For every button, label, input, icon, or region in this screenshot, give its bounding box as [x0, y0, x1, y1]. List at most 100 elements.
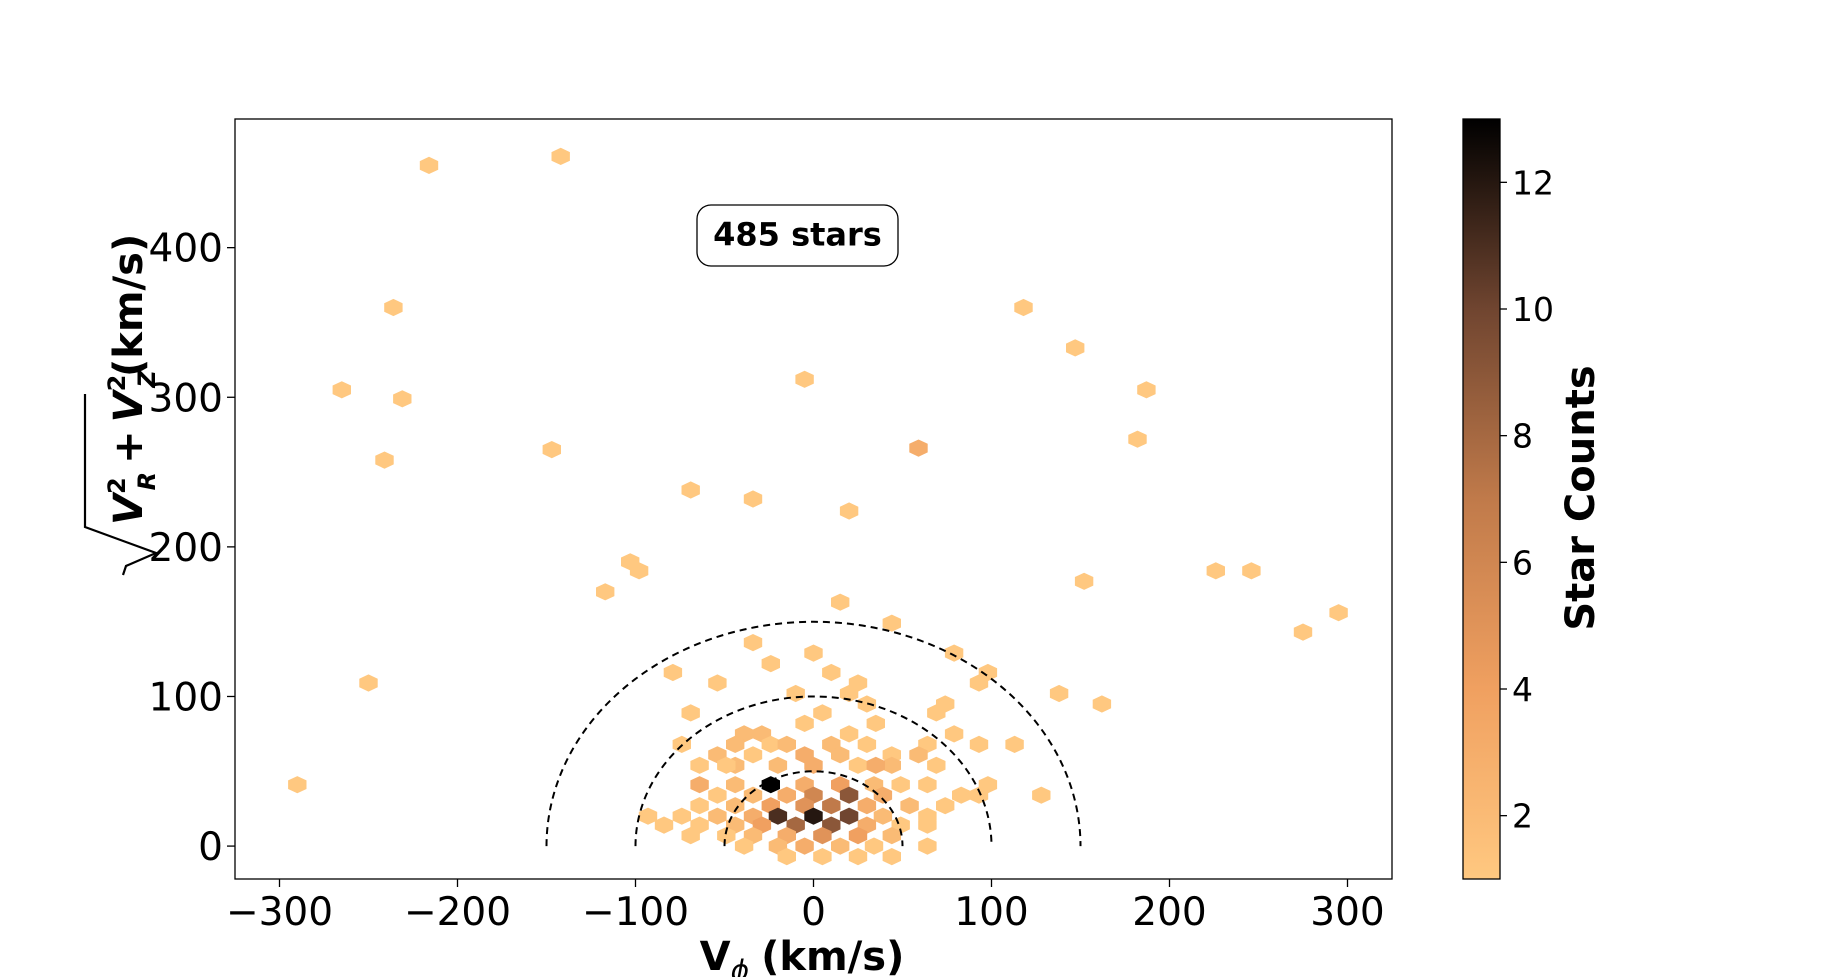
y-axis-label-vr-sub: R — [133, 472, 161, 490]
hexbin-cell — [777, 848, 796, 866]
hexbin-cell — [909, 439, 928, 457]
hexbin-cell — [969, 786, 989, 804]
hexbin-cell — [831, 593, 850, 611]
y-axis-label-vr: V — [106, 491, 152, 525]
hexbin-cell — [777, 735, 796, 753]
hexbin-cell — [927, 704, 946, 722]
hexbin-cell — [882, 756, 901, 774]
hexbin-cell — [813, 848, 832, 866]
x-tick-label: 0 — [801, 890, 826, 935]
colorbar-label: Star Counts — [1558, 365, 1604, 630]
y-axis-label-vz: V — [106, 388, 152, 422]
x-axis-label-subscript: ϕ — [731, 954, 749, 977]
hexbin-cell — [384, 298, 403, 317]
hexbin-cell — [795, 837, 814, 855]
y-axis-label-plus: + — [106, 430, 152, 464]
hexbin-cell — [795, 714, 814, 732]
hexbin-cell — [629, 562, 649, 580]
x-tick-label: 300 — [1310, 890, 1384, 935]
hexbin-cell — [909, 746, 928, 764]
hexbin-cell — [944, 725, 964, 743]
hexbin-cell — [804, 644, 823, 662]
x-tick-label: 200 — [1132, 890, 1206, 935]
hexbin-cell — [726, 797, 745, 815]
hexbin-cell — [1293, 623, 1313, 641]
hexbin-cell — [708, 674, 727, 692]
y-axis-label-sqrt-sign — [83, 394, 159, 576]
hexbin-cell — [551, 147, 570, 165]
hexbin-cell — [822, 663, 841, 682]
hexbin-cell — [848, 848, 868, 866]
hexbin-cell — [761, 735, 780, 753]
hexbin-cell — [734, 837, 754, 855]
colorbar-tick-label: 8 — [1512, 417, 1533, 456]
hexbin-cell — [419, 156, 439, 174]
annotation-text: 485 stars — [713, 216, 882, 254]
hexbin-cell — [743, 786, 763, 804]
reference-circle — [723, 770, 904, 847]
hexbin-cell — [690, 797, 709, 815]
hexbin-cell — [761, 655, 780, 673]
hexbin-cell — [857, 735, 877, 753]
hexbin-cell — [864, 837, 884, 855]
hexbin-cell — [1206, 562, 1225, 580]
hexbin-cell — [831, 837, 850, 855]
hexbin-cell — [866, 756, 885, 774]
hexbin-cell — [1242, 562, 1261, 580]
hexbin-cell — [359, 674, 378, 692]
hexbin-cell — [918, 776, 937, 794]
y-axis-label-vz-sub: Z — [133, 370, 161, 389]
hexbin-cell — [804, 756, 823, 774]
hexbin-cell — [1049, 684, 1069, 703]
x-axis-ticks: −300 −200 −100 0 100 200 300 — [226, 879, 1385, 935]
hexbin-cell — [1074, 572, 1094, 590]
hexbin-cell — [663, 663, 683, 682]
hexbin-cell — [891, 776, 910, 794]
hexbin-cell — [839, 807, 859, 825]
y-axis-label: V2R+V2Z (km/s) — [83, 234, 161, 576]
hexbin-cell — [708, 807, 727, 825]
hexbin-cell — [866, 714, 885, 732]
hexbin-cell — [918, 837, 937, 855]
hexbin-cell — [882, 614, 901, 632]
reference-circle — [545, 620, 1082, 847]
hexbin-cell — [638, 807, 658, 825]
hexbin-cell — [857, 797, 877, 815]
hexbin-cell — [882, 827, 901, 845]
hexbin-cell — [690, 756, 709, 774]
y-axis-label-unit: (km/s) — [106, 234, 152, 377]
hexbin-cell — [743, 490, 763, 508]
y-tick-label: 300 — [149, 376, 223, 421]
hexbin-cell — [848, 827, 868, 845]
hexbin-cell — [900, 797, 919, 815]
hexbin-cell — [375, 451, 394, 469]
hexbin-cell — [831, 746, 850, 764]
hexbin-cell — [813, 827, 832, 845]
hexbin-cell — [969, 674, 989, 692]
y-axis-ticks: 0 100 200 300 400 — [149, 227, 235, 870]
colorbar-gradient — [1462, 118, 1501, 880]
colorbar-tick-label: 10 — [1512, 290, 1554, 329]
hexbin-cell — [839, 502, 859, 520]
colorbar-ticks: 2 4 6 8 10 12 — [1500, 163, 1554, 836]
hexbin-cell — [882, 848, 901, 866]
colorbar-tick-label: 4 — [1512, 670, 1533, 709]
x-tick-label: −300 — [226, 890, 333, 935]
hexbin-cell — [743, 746, 763, 764]
hexbin-cell — [332, 381, 351, 399]
hexbin-cell — [927, 756, 946, 774]
hexbin-cell — [944, 644, 964, 662]
x-tick-label: −200 — [404, 890, 511, 935]
y-tick-label: 100 — [149, 675, 223, 720]
x-tick-label: −100 — [582, 890, 689, 935]
hexbin-cell — [596, 583, 615, 601]
hexbin-cell — [1137, 381, 1156, 399]
y-axis-label-vr-sup: 2 — [103, 477, 131, 494]
reference-circle — [634, 695, 993, 847]
hexbin-cell — [761, 776, 780, 794]
x-axis-label-unit: (km/s) — [761, 934, 904, 977]
hexbin-cells — [288, 147, 1348, 866]
hexbin-cell — [690, 776, 709, 794]
hexbin-cell — [813, 704, 832, 722]
